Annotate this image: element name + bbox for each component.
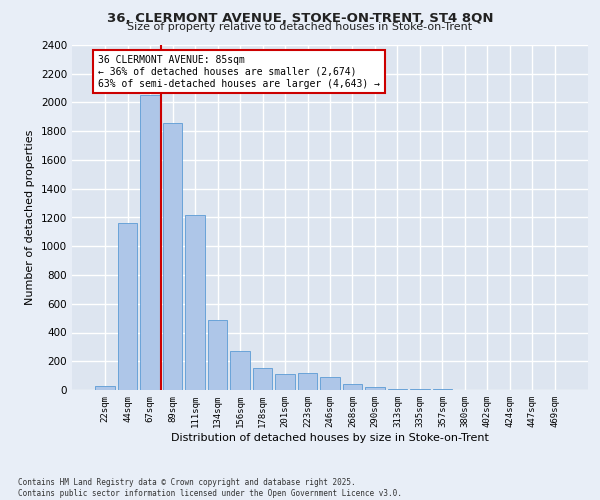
Bar (343, 384, 362, 390)
Bar (208, 320, 227, 390)
Text: 36, CLERMONT AVENUE, STOKE-ON-TRENT, ST4 8QN: 36, CLERMONT AVENUE, STOKE-ON-TRENT, ST4… (107, 12, 493, 26)
Bar (140, 96, 160, 390)
Bar (163, 122, 182, 390)
Text: Contains HM Land Registry data © Crown copyright and database right 2025.
Contai: Contains HM Land Registry data © Crown c… (18, 478, 402, 498)
Bar (253, 368, 272, 390)
Bar (298, 374, 317, 390)
X-axis label: Distribution of detached houses by size in Stoke-on-Trent: Distribution of detached houses by size … (171, 432, 489, 442)
Bar (118, 223, 137, 390)
Bar (275, 374, 295, 390)
Text: 36 CLERMONT AVENUE: 85sqm
← 36% of detached houses are smaller (2,674)
63% of se: 36 CLERMONT AVENUE: 85sqm ← 36% of detac… (98, 56, 380, 88)
Bar (388, 388, 407, 390)
Bar (320, 377, 340, 390)
Bar (185, 214, 205, 390)
Bar (230, 351, 250, 390)
Text: Size of property relative to detached houses in Stoke-on-Trent: Size of property relative to detached ho… (127, 22, 473, 32)
Bar (365, 387, 385, 390)
Bar (95, 386, 115, 390)
Y-axis label: Number of detached properties: Number of detached properties (25, 130, 35, 305)
